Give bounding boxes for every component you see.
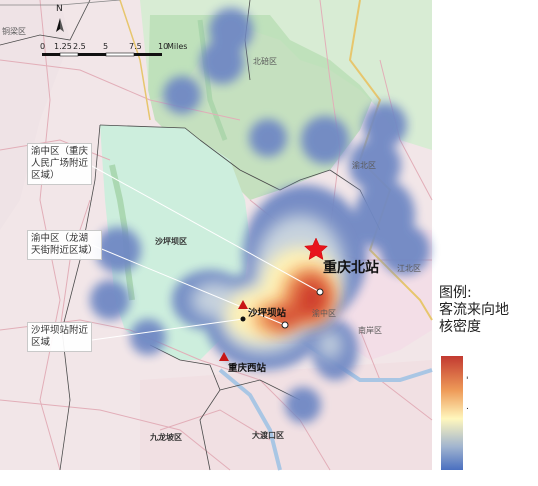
legend-tick-high: ' <box>466 376 469 386</box>
point-renmin-square <box>316 288 324 296</box>
north-arrow-label: N <box>56 4 63 14</box>
scale-tick-2: 2.5 <box>73 42 86 51</box>
shapingba-station-triangle-icon <box>238 300 248 309</box>
scale-tick-1: 1.25 <box>54 42 72 51</box>
legend-title: 图例: 客流来向地 核密度 <box>439 285 509 335</box>
district-label-nanan: 南岸区 <box>358 326 382 335</box>
ridge-line-north <box>197 19 228 141</box>
scale-bar <box>42 52 162 57</box>
district-label-shapingba: 沙坪坝区 <box>155 237 187 246</box>
station-label-chongqing-north: 重庆北站 <box>323 260 379 276</box>
scale-tick-0: 0 <box>40 42 46 51</box>
basemap-west-area <box>0 0 70 230</box>
district-label-yubei: 渝北区 <box>352 161 376 170</box>
scale-tick-5: 10 <box>158 42 169 51</box>
legend-tick-low: . <box>466 402 469 412</box>
chongqing-north-station-star-icon <box>304 237 328 261</box>
point-shapingba-area <box>240 316 246 322</box>
district-label-dadukou: 大渡口区 <box>252 431 284 440</box>
callout-renmin-square: 渝中区（重庆 人民广场附近 区域） <box>27 143 93 185</box>
river-south <box>218 368 282 471</box>
district-boundaries <box>0 0 381 471</box>
callout-shapingba-station: 沙坪坝站附近 区域 <box>27 322 93 352</box>
scale-tick-4: 7.5 <box>129 42 142 51</box>
highway-north <box>119 0 151 121</box>
density-core <box>269 276 330 328</box>
district-label-jiulongpo: 九龙坡区 <box>150 433 182 442</box>
callout-longhu-tianjie: 渝中区（龙湖 天街附近区域） <box>27 230 102 260</box>
legend-color-ramp <box>441 356 463 470</box>
district-label-beibei: 北碚区 <box>253 57 277 66</box>
point-longhu-tianjie <box>281 321 289 329</box>
southern-area <box>140 360 432 470</box>
district-label-tongliang: 铜梁区 <box>2 27 26 36</box>
scale-unit: Miles <box>167 42 188 51</box>
station-label-shapingba: 沙坪坝站 <box>248 308 287 319</box>
chongqing-west-station-triangle-icon <box>219 352 229 361</box>
north-arrow-icon <box>56 18 64 32</box>
district-label-yuzhong: 渝中区 <box>312 309 336 318</box>
callout-leaders <box>91 165 321 341</box>
north-boundary <box>0 0 121 6</box>
station-label-chongqing-west: 重庆西站 <box>228 363 267 374</box>
district-label-jiangbei: 江北区 <box>397 264 421 273</box>
scale-tick-3: 5 <box>103 42 109 51</box>
